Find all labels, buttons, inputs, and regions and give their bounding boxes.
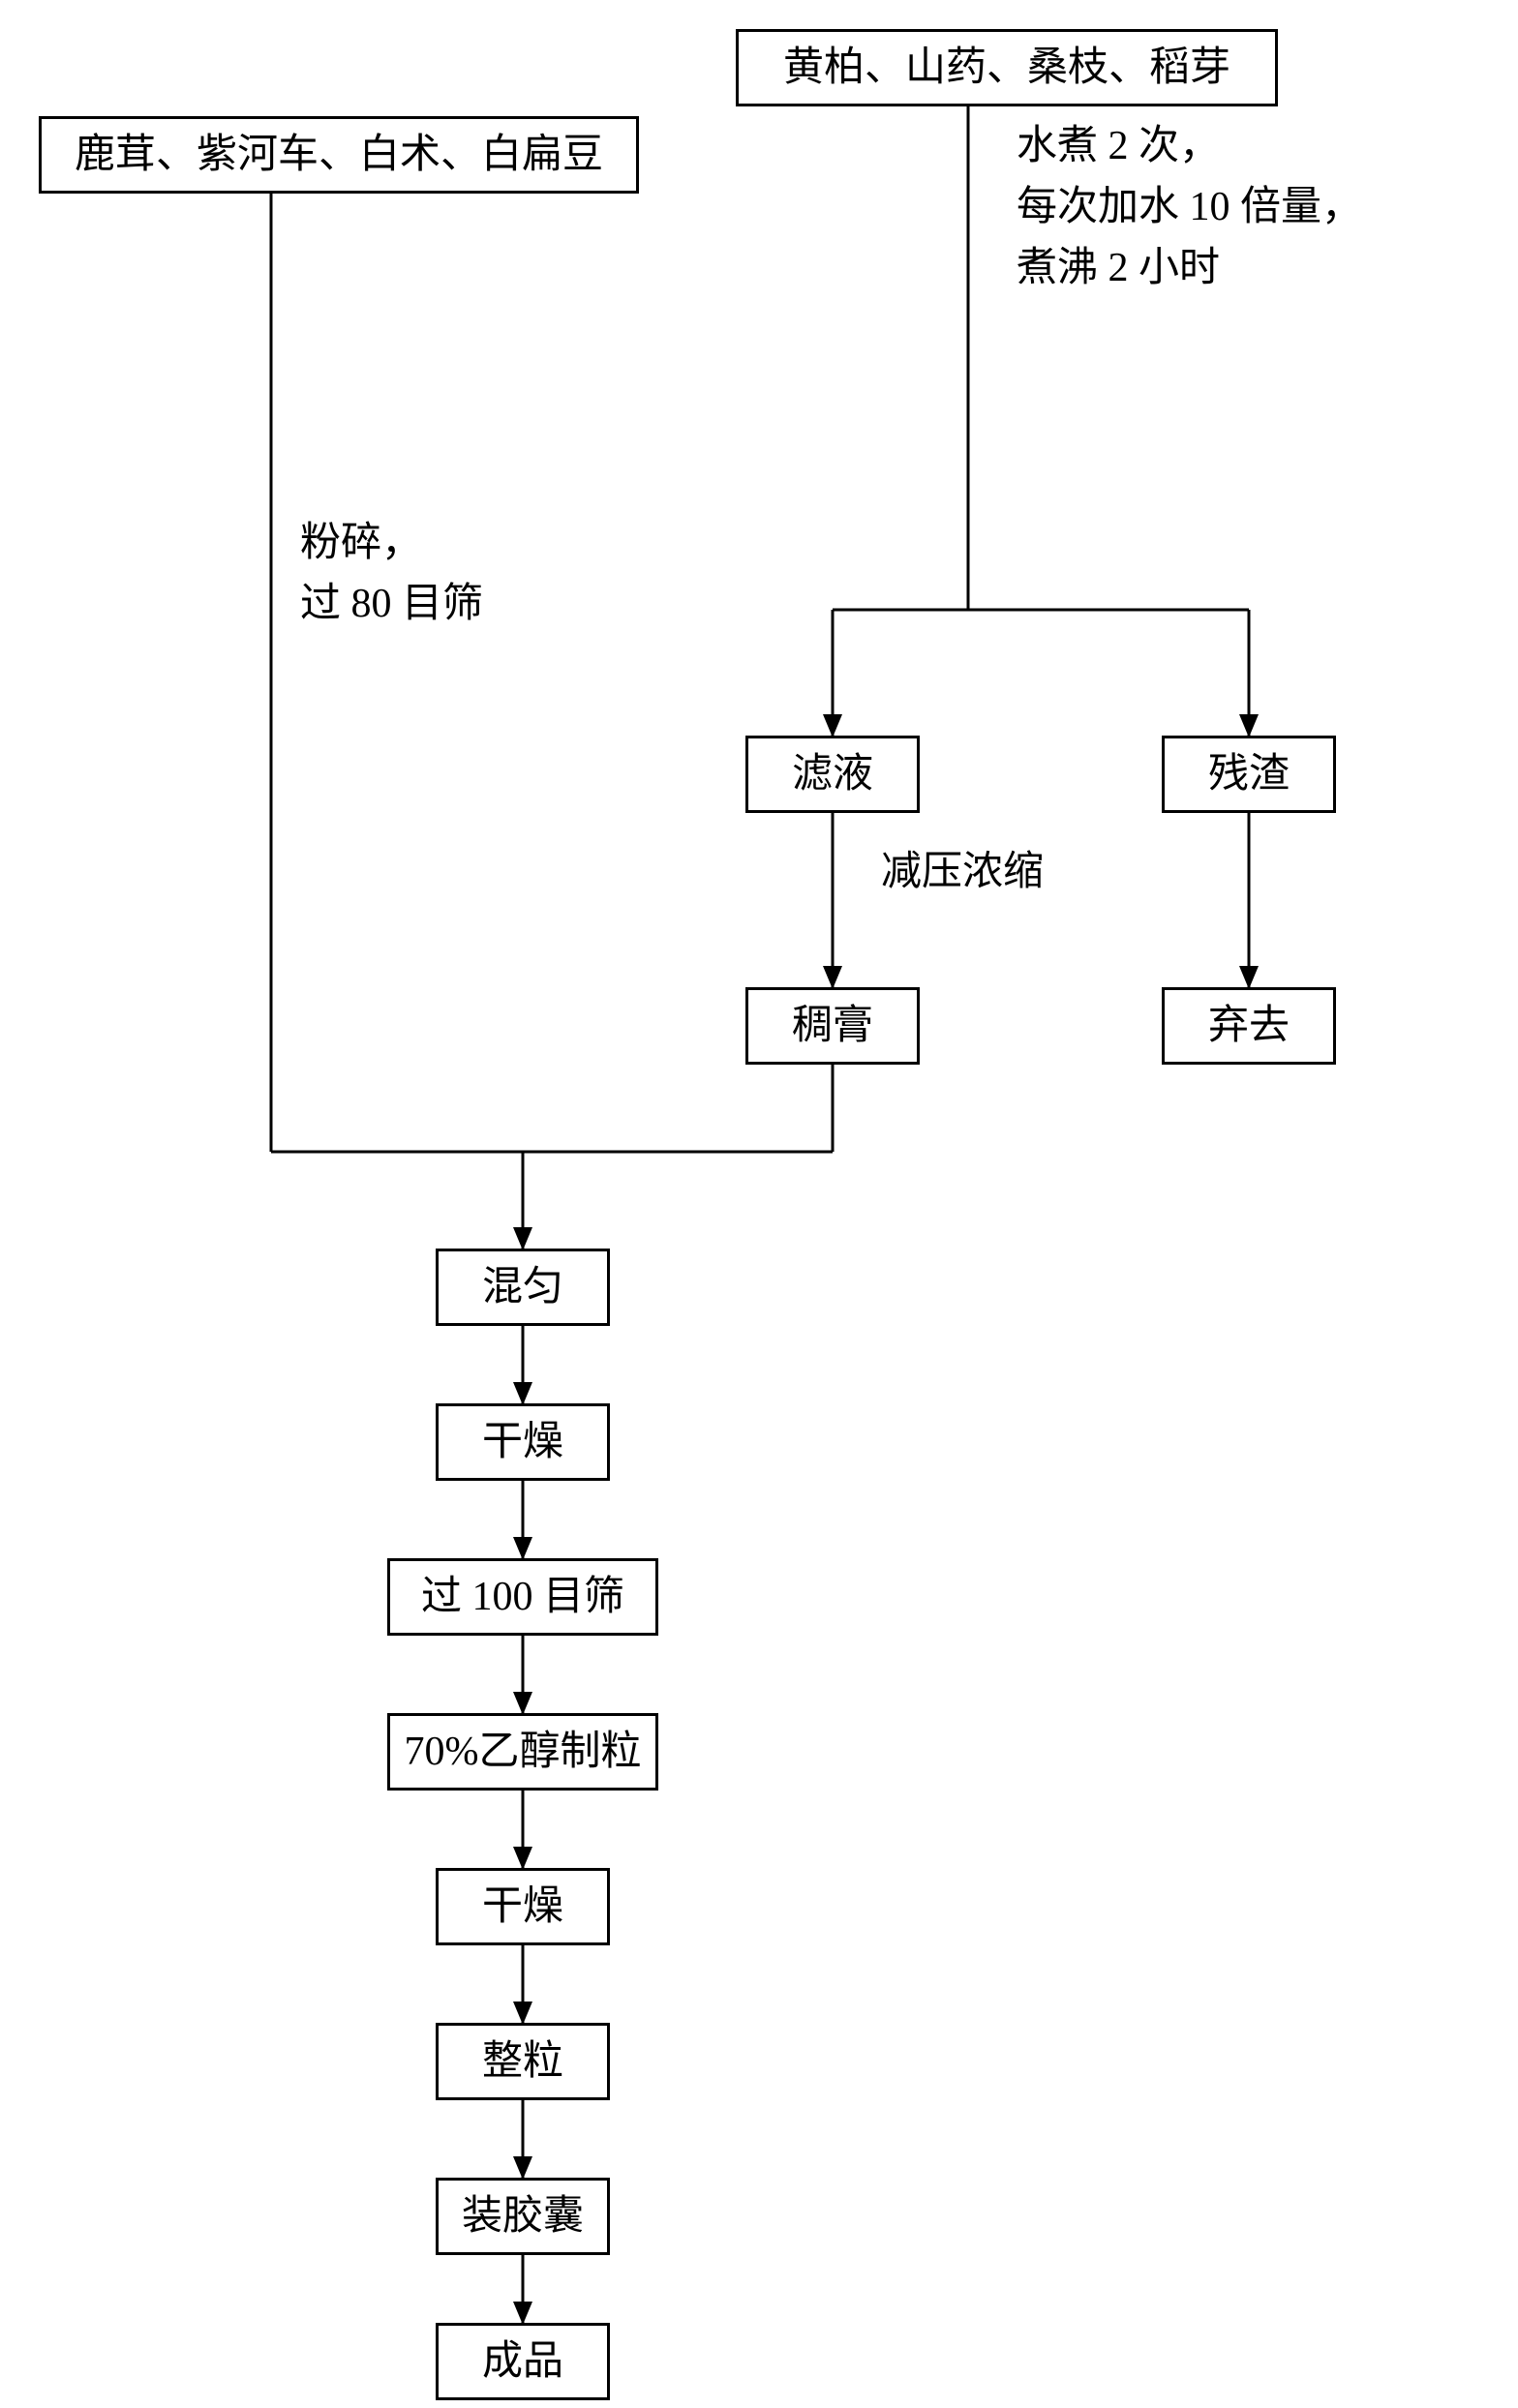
label-boil: 水煮 2 次， 每次加水 10 倍量， 煮沸 2 小时 <box>1017 116 1362 299</box>
node-dry1: 干燥 <box>436 1403 610 1481</box>
node-whole-grain: 整粒 <box>436 2023 610 2100</box>
node-dry2: 干燥 <box>436 1868 610 1945</box>
node-filtrate: 滤液 <box>745 736 920 813</box>
node-discard: 弃去 <box>1162 987 1336 1065</box>
edges-layer <box>0 0 1518 2408</box>
node-thick-paste: 稠膏 <box>745 987 920 1065</box>
node-capsule: 装胶囊 <box>436 2178 610 2255</box>
node-residue: 残渣 <box>1162 736 1336 813</box>
node-product: 成品 <box>436 2323 610 2400</box>
node-input-right: 黄柏、山药、桑枝、稻芽 <box>736 29 1278 106</box>
node-input-left: 鹿茸、紫河车、白术、白扁豆 <box>39 116 639 194</box>
label-grind: 粉碎， 过 80 目筛 <box>300 513 483 635</box>
node-sieve100: 过 100 目筛 <box>387 1558 658 1636</box>
node-ethanol: 70%乙醇制粒 <box>387 1713 658 1791</box>
flowchart-canvas: 鹿茸、紫河车、白术、白扁豆黄柏、山药、桑枝、稻芽滤液残渣稠膏弃去混匀干燥过 10… <box>0 0 1518 2408</box>
label-concentrate: 减压浓缩 <box>881 842 1044 903</box>
node-mix: 混匀 <box>436 1249 610 1326</box>
